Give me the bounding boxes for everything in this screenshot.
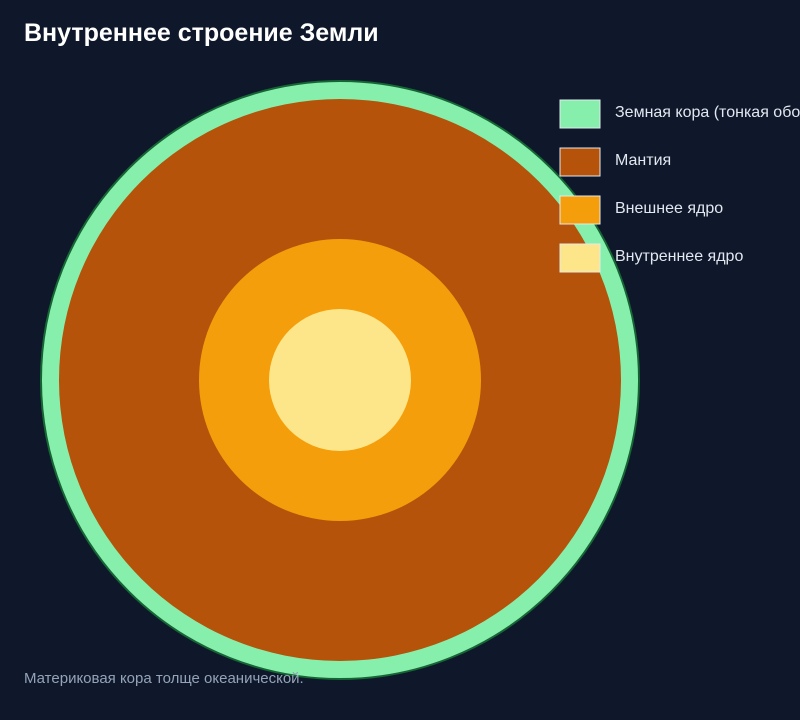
legend-label-inner-core: Внутреннее ядро — [615, 248, 743, 265]
layer-inner-core — [269, 309, 411, 451]
legend-swatch-crust — [559, 99, 601, 129]
legend-label-crust: Земная кора (тонкая оболочка) — [615, 104, 800, 121]
legend: Земная кора (тонкая оболочка) Мантия Вне… — [559, 99, 800, 273]
legend-label-outer-core: Внешнее ядро — [615, 200, 723, 217]
legend-swatch-inner-core — [559, 243, 601, 273]
legend-label-mantle: Мантия — [615, 152, 671, 169]
legend-item-outer-core: Внешнее ядро — [559, 195, 723, 225]
legend-swatch-outer-core — [559, 195, 601, 225]
footnote: Материковая кора толще океанической. — [24, 670, 304, 687]
legend-item-crust: Земная кора (тонкая оболочка) — [559, 99, 800, 129]
legend-item-mantle: Мантия — [559, 147, 671, 177]
legend-item-inner-core: Внутреннее ядро — [559, 243, 743, 273]
diagram-title: Внутреннее строение Земли — [24, 19, 379, 47]
legend-swatch-mantle — [559, 147, 601, 177]
